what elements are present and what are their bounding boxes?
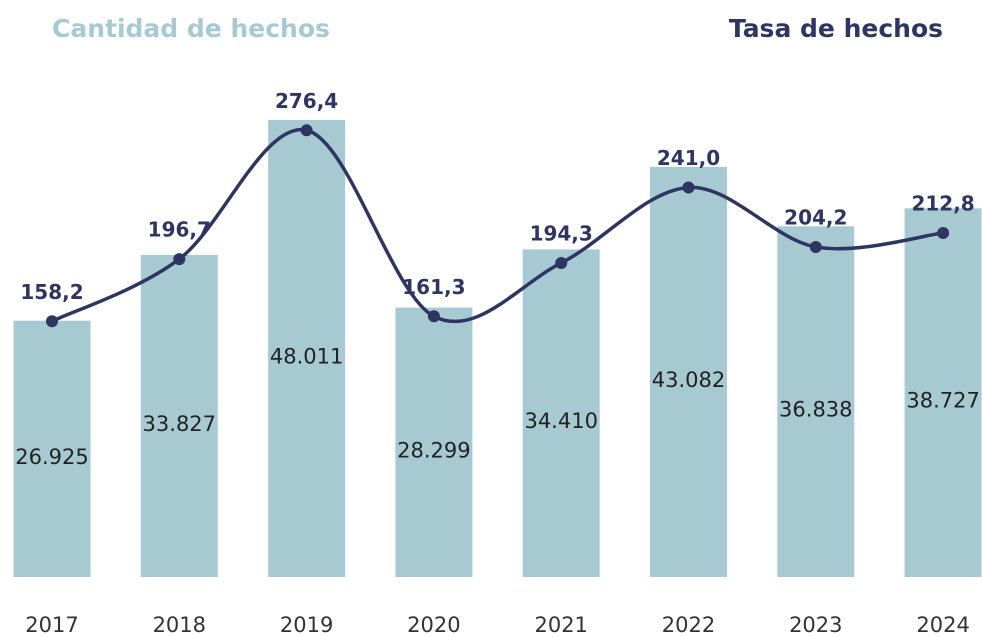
bar [650, 166, 727, 577]
line-point [46, 315, 58, 328]
line-point [555, 256, 568, 269]
bar [268, 119, 346, 578]
x-tick-label: 2017 [25, 613, 78, 636]
line-label: 196,7 [148, 218, 211, 242]
bar-label: 36.838 [779, 398, 852, 422]
line-label: 161,3 [402, 275, 465, 299]
line-label: 241,0 [657, 146, 720, 170]
x-tick-label: 2023 [789, 613, 842, 636]
line-label: 158,2 [20, 280, 83, 304]
bar [13, 320, 91, 577]
bar-label: 43.082 [652, 368, 725, 392]
line-point [809, 240, 822, 253]
x-tick-label: 2024 [916, 613, 969, 636]
x-tick-label: 2018 [153, 613, 206, 636]
line-point [937, 227, 950, 240]
bar-label: 28.299 [397, 438, 470, 462]
line [51, 128, 944, 324]
bar [140, 254, 218, 577]
line-label: 204,2 [784, 205, 847, 229]
line-label: 194,3 [530, 221, 593, 245]
x-tick-label: 2019 [280, 613, 333, 636]
line-point [300, 124, 313, 137]
line-point [427, 310, 440, 323]
line-label: 212,8 [911, 192, 974, 216]
bar [395, 307, 473, 577]
bar-label: 26.925 [15, 445, 88, 469]
legend-line: Tasa de hechos [729, 14, 943, 43]
x-tick-label: 2020 [407, 613, 460, 636]
legend-bar: Cantidad de hechos [52, 14, 330, 43]
bar [904, 208, 982, 577]
x-tick-label: 2022 [662, 613, 715, 636]
bar-label: 48.011 [270, 344, 343, 368]
line-label: 276,4 [275, 89, 338, 113]
line-point [173, 253, 186, 266]
line-point [682, 181, 695, 194]
bar [522, 249, 600, 577]
x-tick-label: 2021 [534, 613, 587, 636]
bar-label: 33.827 [143, 412, 216, 436]
bar-label: 38.727 [906, 389, 979, 413]
bar [777, 226, 855, 577]
bar-label: 34.410 [524, 409, 597, 433]
